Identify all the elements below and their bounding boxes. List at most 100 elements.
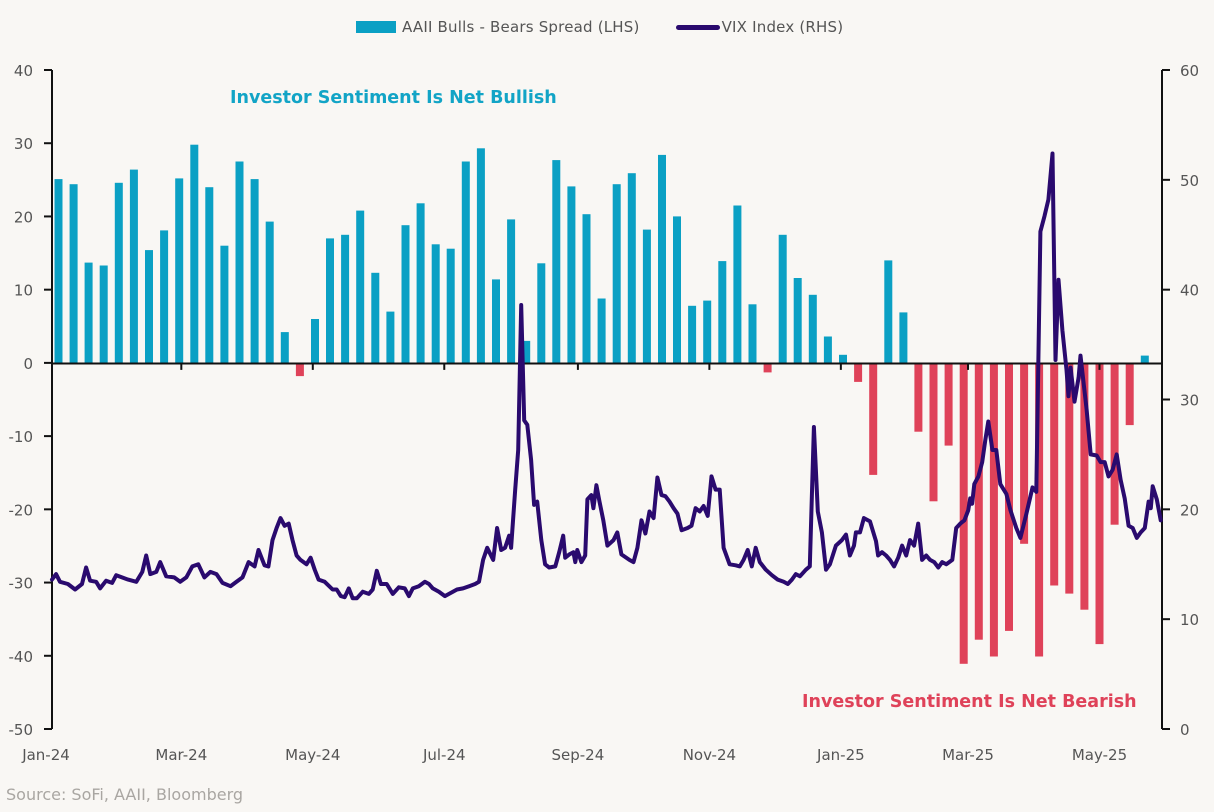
x-axis-ticks: Jan-24 Mar-24 May-24 Jul-24 Sep-24 Nov-24 Jan-… — [21, 362, 1127, 764]
left-tick-label: 30 — [14, 135, 33, 153]
x-tick-label: Mar-25 — [942, 746, 994, 764]
legend-label-vix: VIX Index (RHS) — [721, 18, 844, 36]
bar — [507, 219, 516, 363]
bar — [642, 229, 651, 363]
bar — [401, 225, 410, 363]
legend-item-vix[interactable]: VIX Index (RHS) — [675, 18, 844, 36]
bar — [718, 261, 727, 363]
left-tick-label: -30 — [9, 575, 34, 593]
bar — [1125, 362, 1134, 426]
bar — [461, 161, 470, 363]
bar — [1020, 362, 1029, 544]
legend-swatch-bar-icon — [356, 21, 396, 33]
bar — [627, 173, 636, 363]
x-tick-label: May-25 — [1072, 746, 1127, 764]
bar — [688, 305, 697, 363]
bar — [929, 362, 938, 502]
right-tick-label: 40 — [1180, 282, 1199, 300]
right-tick-label: 10 — [1180, 611, 1199, 629]
bar — [1050, 362, 1059, 586]
bar — [190, 144, 199, 363]
bar — [823, 336, 832, 363]
bar — [280, 332, 289, 363]
bar — [597, 298, 606, 363]
x-tick-label: Jan-25 — [816, 746, 865, 764]
bar — [703, 300, 712, 363]
bar — [748, 304, 757, 363]
bar — [974, 362, 983, 640]
legend-label-spread: AAII Bulls - Bears Spread (LHS) — [402, 18, 640, 36]
vix-line — [50, 151, 1163, 601]
bar — [567, 186, 576, 363]
bar — [537, 263, 546, 363]
annotation-bearish: Investor Sentiment Is Net Bearish — [802, 692, 1137, 712]
bar — [265, 221, 274, 363]
bar — [476, 148, 485, 363]
bar — [145, 250, 153, 363]
bar — [54, 179, 63, 363]
bar — [673, 216, 681, 363]
bars-series — [54, 144, 1149, 664]
bar — [884, 260, 893, 363]
bar — [492, 279, 500, 363]
bar — [989, 362, 998, 657]
bar — [914, 362, 923, 432]
bar — [839, 354, 847, 363]
bar — [69, 184, 78, 363]
right-tick-label: 0 — [1180, 721, 1190, 739]
bar — [1065, 362, 1074, 594]
left-axis-ticks: 40 30 20 10 0 -10 -20 -30 -40 -50 — [9, 62, 52, 739]
bar — [763, 362, 772, 373]
left-tick-label: -50 — [9, 721, 34, 739]
bar — [522, 340, 531, 363]
bar — [341, 234, 350, 363]
bar — [944, 362, 953, 446]
bar — [114, 182, 123, 363]
left-tick-label: 20 — [14, 208, 33, 226]
x-tick-label: Jan-24 — [21, 746, 70, 764]
x-tick-label: Sep-24 — [552, 746, 605, 764]
left-tick-label: 40 — [14, 62, 33, 80]
bar — [160, 230, 169, 363]
x-tick-label: Nov-24 — [683, 746, 736, 764]
left-tick-label: 10 — [14, 282, 33, 300]
left-tick-label: -40 — [9, 648, 34, 666]
legend-item-spread[interactable]: AAII Bulls - Bears Spread (LHS) — [356, 18, 640, 36]
left-tick-label: 0 — [23, 355, 33, 373]
bar — [235, 161, 244, 363]
right-tick-label: 60 — [1180, 62, 1199, 80]
right-tick-label: 50 — [1180, 172, 1199, 190]
bar — [552, 160, 561, 363]
bar — [371, 272, 380, 363]
x-tick-label: Mar-24 — [155, 746, 207, 764]
source-note: Source: SoFi, AAII, Bloomberg — [6, 785, 244, 804]
annotation-bullish: Investor Sentiment Is Net Bullish — [230, 88, 557, 108]
right-axis-ticks: 60 50 40 30 20 10 0 — [1162, 62, 1199, 739]
bar — [84, 262, 93, 363]
bar — [311, 319, 319, 363]
x-tick-label: May-24 — [285, 746, 340, 764]
bar — [658, 154, 666, 363]
bar — [386, 311, 395, 363]
bar — [582, 214, 591, 363]
bar — [446, 248, 455, 363]
bar — [854, 362, 863, 382]
bar — [99, 265, 108, 363]
bar — [326, 238, 334, 363]
bar — [220, 245, 229, 363]
bar — [205, 187, 214, 363]
bar — [295, 362, 304, 377]
bar — [416, 203, 425, 363]
bar — [175, 178, 184, 363]
right-tick-label: 20 — [1180, 501, 1199, 519]
bar — [778, 234, 787, 363]
bar — [1080, 362, 1089, 610]
bar — [1110, 362, 1119, 525]
bar — [1140, 355, 1149, 363]
bar — [250, 179, 259, 363]
legend-swatch-line-icon — [675, 24, 720, 30]
left-tick-label: -20 — [9, 501, 34, 519]
bar — [733, 205, 742, 363]
legend: AAII Bulls - Bears Spread (LHS) VIX Inde… — [356, 18, 879, 36]
